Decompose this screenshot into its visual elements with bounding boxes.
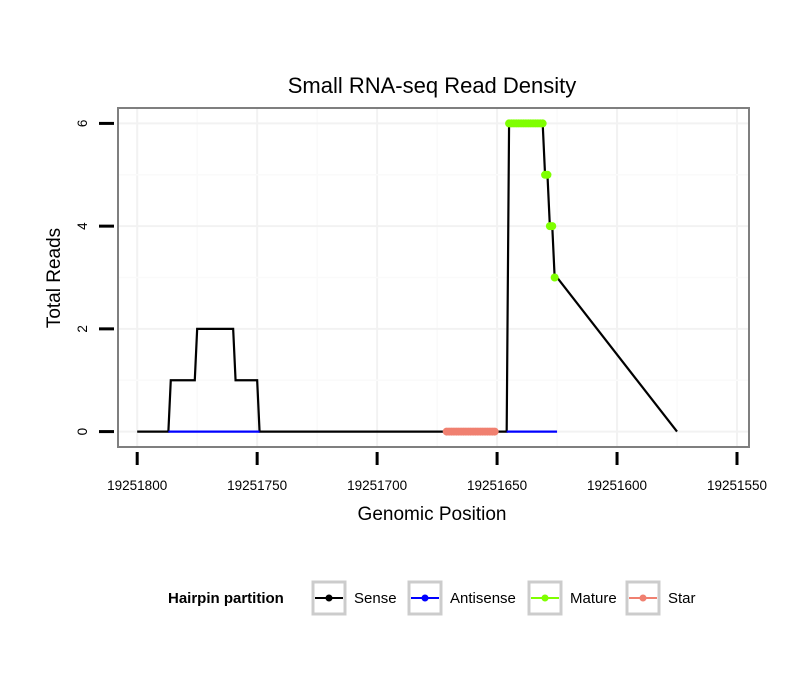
series-marks: [137, 119, 678, 436]
x-axis-label: Genomic Position: [358, 504, 507, 525]
y-tick-label: 6: [75, 120, 90, 128]
x-tick-label: 19251800: [107, 478, 167, 493]
x-axis: 19251800 19251750 19251700 19251650 19251600…: [107, 452, 767, 493]
plot-panel-border: [117, 107, 750, 448]
grid-lines: [118, 108, 749, 447]
y-axis-label: Total Reads: [44, 228, 65, 328]
x-tick-label: 19251550: [707, 478, 767, 493]
x-tick-label: 19251650: [467, 478, 527, 493]
legend-label-sense: Sense: [354, 590, 397, 607]
legend-label-antisense: Antisense: [450, 590, 516, 607]
legend-key-sense-point: [325, 594, 333, 602]
legend-key-star-point: [639, 594, 647, 602]
chart-title: Small RNA-seq Read Density: [288, 73, 577, 98]
y-axis: 0 2 4 6: [75, 120, 114, 436]
legend: Hairpin partition Sense Antisense Mature St…: [168, 580, 696, 616]
legend-label-mature: Mature: [570, 590, 617, 607]
mature-point: [550, 273, 559, 282]
legend-title: Hairpin partition: [168, 590, 284, 607]
legend-key-mature-point: [541, 594, 549, 602]
y-tick-label: 4: [75, 222, 90, 230]
mature-point: [543, 170, 552, 179]
legend-key-antisense-point: [421, 594, 429, 602]
y-tick-label: 0: [75, 428, 90, 436]
star-point: [490, 427, 499, 436]
mature-point: [548, 222, 557, 231]
y-tick-label: 2: [75, 325, 90, 333]
mature-point: [538, 119, 547, 128]
x-tick-label: 19251700: [347, 478, 407, 493]
x-tick-label: 19251750: [227, 478, 287, 493]
x-tick-label: 19251600: [587, 478, 647, 493]
legend-label-star: Star: [668, 590, 696, 607]
